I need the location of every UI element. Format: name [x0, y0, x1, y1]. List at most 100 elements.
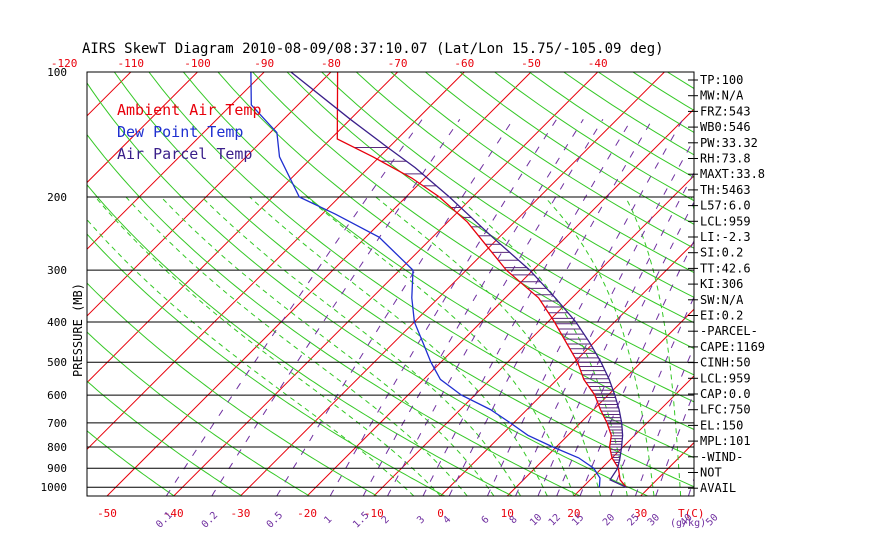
isotherm-line	[106, 72, 532, 496]
pressure-tick-label: 500	[47, 356, 67, 369]
mixing-ratio-line	[276, 119, 514, 496]
index-entry: CAP:0.0	[700, 387, 751, 401]
dry-adiabat	[148, 72, 694, 459]
dry-adiabat	[494, 72, 694, 202]
dry-adiabat	[425, 72, 694, 249]
temp-tick-label: -50	[97, 507, 117, 520]
index-entry: LFC:750	[700, 403, 751, 417]
index-entry: MPL:101	[700, 434, 751, 448]
isotherm-line	[841, 72, 870, 496]
index-entry: RH:73.8	[700, 152, 751, 166]
pressure-tick-label: 900	[47, 462, 67, 475]
isotherm-line	[87, 72, 465, 451]
index-entry: FRZ:543	[700, 104, 751, 118]
temp-tick-label: 10	[501, 507, 514, 520]
mixing-ratio-tick-label: 6	[480, 514, 492, 526]
index-entry: AVAIL	[700, 481, 736, 495]
index-entry: TH:5463	[700, 183, 751, 197]
moist-adiabat	[160, 196, 495, 496]
mixing-ratio-tick-label: 0.5	[265, 510, 286, 531]
index-entry: -PARCEL-	[700, 324, 758, 338]
temp-tick-label: -40	[164, 507, 184, 520]
index-entry: EL:150	[700, 418, 743, 432]
isotherm-line	[87, 72, 398, 384]
mixing-ratio-line	[387, 119, 604, 496]
mixing-ratio-line	[515, 138, 694, 496]
pressure-tick-label: 200	[47, 191, 67, 204]
dry-adiabat	[87, 282, 378, 496]
mixing-ratio-line	[556, 201, 694, 496]
pressure-tick-label: 1000	[41, 481, 68, 494]
dry-adiabat	[87, 380, 243, 496]
mixing-ratio-line	[579, 239, 694, 496]
dry-adiabat	[87, 233, 446, 496]
mixing-ratio-line	[486, 119, 684, 496]
top-temp-tick-label: -100	[184, 57, 211, 70]
index-entry: NOT	[700, 466, 722, 480]
pressure-tick-label: 700	[47, 417, 67, 430]
dry-adiabat	[87, 133, 581, 496]
isotherm-line	[240, 72, 665, 496]
mixing-ratio-tick-label: 8	[508, 514, 520, 526]
moist-adiabat	[456, 196, 628, 496]
dry-adiabat	[87, 331, 310, 496]
mixing-ratio-line	[448, 119, 653, 496]
pressure-tick-label: 800	[47, 441, 67, 454]
index-entry: LCL:959	[700, 371, 751, 385]
pressure-tick-label: 400	[47, 316, 67, 329]
index-entry: TP:100	[700, 73, 743, 87]
dry-adiabat	[87, 82, 648, 496]
dry-adiabat	[355, 72, 694, 298]
cape-hatching	[354, 147, 623, 468]
pressure-tick-label: 600	[47, 389, 67, 402]
dry-adiabat	[390, 72, 694, 274]
dewpoint-line	[250, 72, 601, 488]
mixing-ratio-tick-label: 0.2	[200, 510, 221, 531]
dry-adiabat	[87, 184, 513, 496]
mixing-ratio-line	[211, 119, 461, 496]
mixing-ratio-tick-label: 30	[646, 512, 662, 528]
chart-title: AIRS SkewT Diagram 2010-08-09/08:37:10.0…	[82, 41, 664, 57]
mixing-ratio-line	[422, 119, 632, 496]
moist-adiabat	[306, 196, 575, 496]
index-entry: LI:-2.3	[700, 230, 751, 244]
isotherm-line	[373, 175, 694, 496]
mixing-ratio-line	[362, 119, 584, 496]
moist-adiabat	[624, 196, 682, 496]
index-entry: SI:0.2	[700, 246, 743, 260]
pressure-tick-label: 100	[47, 66, 67, 79]
index-entry: EI:0.2	[700, 309, 743, 323]
top-temp-tick-label: -70	[388, 57, 408, 70]
pressure-tick-label: 300	[47, 264, 67, 277]
moist-adiabat	[544, 196, 655, 496]
sounding-series	[250, 72, 627, 488]
mixing-ratio-line	[329, 119, 558, 496]
dry-adiabat	[771, 72, 870, 496]
index-entry: CAPE:1169	[700, 340, 765, 354]
top-temp-tick-label: -110	[118, 57, 145, 70]
top-temp-tick-label: -90	[254, 57, 274, 70]
index-entry: PW:33.32	[700, 136, 758, 150]
moist-adiabat	[201, 196, 522, 496]
moist-adiabat	[87, 218, 415, 496]
dry-adiabat	[840, 72, 870, 496]
y-axis-label: PRESSURE (MB)	[71, 283, 85, 377]
mixing-ratio-unit-label: (g/kg)	[670, 518, 706, 529]
legend: Ambient Air Temp Dew Point Temp Air Parc…	[117, 101, 262, 163]
isotherm-line	[774, 72, 870, 496]
mixing-ratio-line	[165, 119, 423, 496]
moist-adiabat	[125, 196, 468, 496]
isotherm-line	[87, 72, 132, 117]
dry-adiabat	[286, 72, 694, 350]
temp-tick-label: 0	[437, 507, 444, 520]
index-entry: LCL:959	[700, 214, 751, 228]
parcel-temp-line	[290, 72, 627, 488]
dry-adiabat	[217, 72, 694, 403]
index-entry: MAXT:33.8	[700, 167, 765, 181]
ambient-temp-line	[336, 72, 627, 488]
isotherm-line	[87, 72, 265, 250]
top-temp-tick-label: -40	[588, 57, 608, 70]
mixing-ratio-tick-label: 50	[704, 512, 720, 528]
mixing-ratio-tick-label: 10	[528, 512, 544, 528]
